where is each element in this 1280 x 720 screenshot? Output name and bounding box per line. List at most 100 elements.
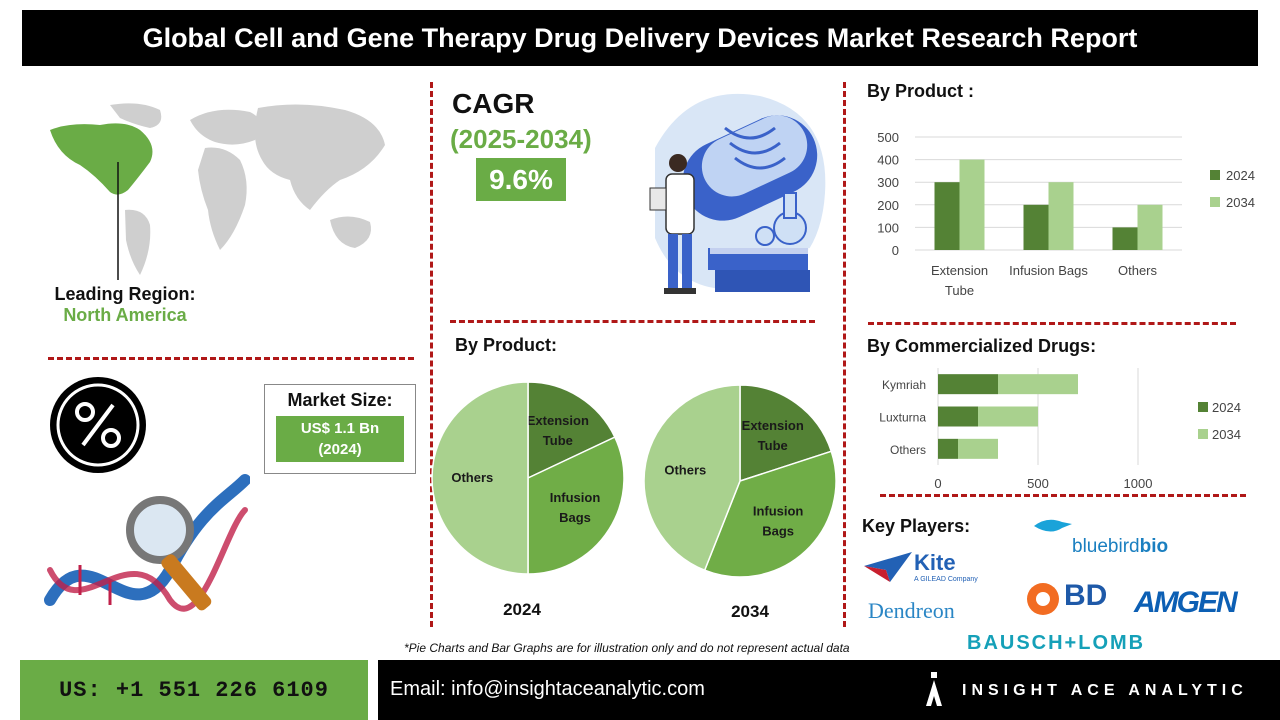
- pie-label-2024-1-1: Bags: [559, 510, 591, 525]
- cagr-label: CAGR: [452, 88, 535, 119]
- market-size-value-line2: (2024): [318, 441, 362, 458]
- pie-label-2034-1-1: Bags: [762, 524, 794, 539]
- y-category-label: Luxturna: [879, 411, 926, 425]
- product-chart-title: By Product :: [867, 81, 975, 101]
- x-category-label: Others: [1118, 263, 1158, 278]
- x-tick-label: 500: [1027, 476, 1049, 491]
- y-tick-label: 0: [892, 243, 899, 258]
- bluebird-suffix: bio: [1139, 536, 1169, 557]
- divider-right: [843, 82, 846, 627]
- bar-2034-2: [1137, 204, 1163, 250]
- hbar-2034-2: [958, 438, 998, 459]
- key-players-heading: Key Players:: [862, 516, 971, 536]
- pie-year-2024: 2024: [503, 600, 541, 619]
- report-title: Global Cell and Gene Therapy Drug Delive…: [22, 10, 1258, 66]
- pie-charts: Extension Tube Infusion Bags Others Extensio…: [431, 381, 837, 578]
- bar-2034-1: [1048, 182, 1074, 250]
- bausch-lomb-logo: BAUSCH+LOMB: [967, 632, 1146, 654]
- hbar-2024-1: [938, 406, 978, 427]
- bar-2024-1: [1023, 204, 1049, 250]
- legend-label-2024: 2024: [1226, 168, 1255, 183]
- bd-wordmark: BD: [1064, 579, 1108, 612]
- dna-magnifier-illustration: [44, 474, 250, 612]
- divider-right-h: [868, 322, 1236, 325]
- footer-contact-bar: Email: info@insightaceanalytic.com INSIG…: [378, 660, 1280, 720]
- divider-mid-h: [450, 320, 815, 323]
- footnote: *Pie Charts and Bar Graphs are for illus…: [404, 641, 850, 655]
- kite-subtext: A GILEAD Company: [914, 576, 978, 583]
- drugs-chart-title: By Commercialized Drugs:: [867, 336, 1097, 356]
- y-tick-label: 100: [877, 220, 899, 235]
- bar-2034-0: [959, 159, 985, 250]
- pie-label-2024-0-1: Tube: [543, 433, 573, 448]
- pie-chart-2034: Extension Tube Infusion Bags Others: [643, 384, 837, 578]
- y-tick-label: 300: [877, 175, 899, 190]
- legend-label-2034: 2034: [1226, 195, 1255, 210]
- market-size-card: [264, 384, 416, 474]
- bluebird-wordmark: bluebirdbio: [1072, 536, 1168, 558]
- cagr-value: 9.6%: [476, 158, 566, 201]
- divider-right-h2: [880, 494, 1246, 497]
- legend-swatch-2034: [1210, 197, 1220, 207]
- y-category-label: Others: [890, 443, 926, 457]
- bar-2024-0: [934, 182, 960, 250]
- y-tick-label: 400: [877, 153, 899, 168]
- pie-slice-2034-1: [703, 450, 837, 578]
- dendreon-wordmark: Dendreon: [868, 598, 955, 623]
- y-tick-label: 200: [877, 198, 899, 213]
- legend-swatch-2024: [1210, 170, 1220, 180]
- hbar-2034-0: [998, 374, 1078, 395]
- bar-2024-2: [1112, 227, 1138, 250]
- divider-left: [430, 82, 433, 627]
- bluebird-text: bluebird: [1072, 536, 1140, 557]
- y-category-label: Kymriah: [882, 378, 926, 392]
- pie-slice-2024-1: [527, 436, 625, 575]
- divider-left-h: [48, 357, 414, 360]
- amgen-logo: AMGEN: [1134, 586, 1238, 619]
- product-bar-chart: 0 100 200 300 400 500 Extension Tube Infusion Ba…: [877, 130, 1255, 298]
- bluebirdbio-logo: bluebirdbio: [1032, 516, 1192, 558]
- pie-label-2034-0-1: Tube: [758, 438, 788, 453]
- hlegend-swatch-2034: [1198, 429, 1208, 439]
- x-category-label: Tube: [945, 283, 974, 298]
- world-map: [50, 103, 385, 280]
- region-value: North America: [63, 305, 187, 325]
- scientist-illustration: [649, 93, 826, 294]
- hbar-2034-1: [978, 406, 1038, 427]
- pie-label-2034-1-0: Infusion: [753, 504, 804, 519]
- pie-label-2034-0-0: Extension: [742, 418, 804, 433]
- x-category-label: Extension: [931, 263, 988, 278]
- pie-year-2034: 2034: [731, 602, 769, 621]
- pie-slice-2024-2: [431, 381, 529, 575]
- x-tick-label: 1000: [1124, 476, 1153, 491]
- hbar-2024-2: [938, 438, 958, 459]
- y-tick-label: 500: [877, 130, 899, 145]
- bluebird-icon: [1034, 519, 1072, 532]
- market-size-label: Market Size:: [287, 390, 393, 410]
- footer-phone: US: +1 551 226 6109: [20, 660, 368, 720]
- dendreon-logo: Dendreon: [868, 598, 983, 628]
- region-label: Leading Region:: [54, 284, 196, 304]
- x-tick-label: 0: [934, 476, 941, 491]
- pie-label-2034-2-0: Others: [664, 463, 706, 478]
- footer-email: Email: info@insightaceanalytic.com: [390, 678, 705, 700]
- pie-chart-2024: Extension Tube Infusion Bags Others: [431, 381, 625, 575]
- pie-label-2024-0-0: Extension: [527, 413, 589, 428]
- pie-label-2024-2-0: Others: [451, 470, 493, 485]
- pie-section-heading: By Product:: [455, 335, 558, 355]
- bd-sun-icon: [1027, 583, 1059, 615]
- kite-icon: [864, 552, 912, 582]
- pie-slice-2034-2: [643, 384, 741, 572]
- pie-slice-2024-0: [527, 381, 616, 480]
- kite-wordmark: Kite: [914, 550, 956, 575]
- footer-brand: INSIGHT ACE ANALYTIC: [962, 682, 1248, 699]
- hlegend-label-2034: 2034: [1212, 427, 1241, 442]
- market-size-value: US$ 1.1 Bn (2024): [276, 416, 404, 462]
- pie-label-2024-1-0: Infusion: [550, 490, 601, 505]
- percent-icon: [50, 377, 146, 473]
- x-category-label: Infusion Bags: [1009, 263, 1088, 278]
- cagr-period: (2025-2034): [450, 124, 592, 154]
- bd-logo: BD: [1026, 579, 1116, 616]
- market-size-value-line1: US$ 1.1 Bn: [300, 420, 380, 437]
- kite-logo: Kite A GILEAD Company: [864, 550, 982, 590]
